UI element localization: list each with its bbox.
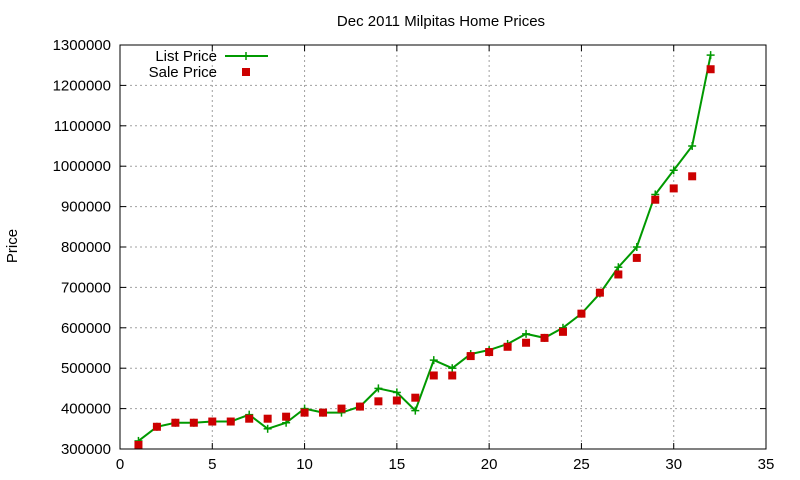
grid <box>120 45 766 449</box>
data-point-sale-price <box>614 270 623 279</box>
y-tick-label: 1200000 <box>53 77 111 94</box>
data-point-sale-price <box>706 65 715 74</box>
x-tick-label: 0 <box>116 456 124 473</box>
y-tick-label: 700000 <box>61 279 111 296</box>
y-tick-label: 1000000 <box>53 158 111 175</box>
data-point-sale-price <box>171 418 180 427</box>
data-point-sale-price <box>152 422 161 431</box>
data-point-sale-price <box>540 333 549 342</box>
y-tick-label: 400000 <box>61 401 111 418</box>
data-point-list-price <box>411 406 420 415</box>
x-tick-label: 25 <box>573 456 590 473</box>
y-tick-label: 500000 <box>61 360 111 377</box>
y-tick-label: 600000 <box>61 320 111 337</box>
data-point-sale-price <box>558 327 567 336</box>
data-point-sale-price <box>669 184 678 193</box>
plot-frame <box>119 44 767 450</box>
series-line-list-price <box>137 54 712 442</box>
data-point-sale-price <box>577 309 586 318</box>
y-tick-label: 1300000 <box>53 37 111 54</box>
x-tick-label: 15 <box>389 456 406 473</box>
data-point-list-price <box>632 243 641 251</box>
data-point-sale-price <box>134 440 143 449</box>
legend-swatch-sale-price <box>242 68 250 76</box>
data-point-sale-price <box>189 418 198 427</box>
x-tick-label: 20 <box>481 456 498 473</box>
data-point-sale-price <box>448 371 457 380</box>
data-point-list-price <box>448 364 457 373</box>
data-point-sale-price <box>485 348 494 357</box>
data-point-list-price <box>374 384 383 393</box>
data-point-list-price <box>614 263 623 272</box>
data-point-sale-price <box>374 397 383 406</box>
data-point-sale-price <box>300 408 309 417</box>
y-tick-label: 800000 <box>61 239 111 256</box>
y-tick-label: 900000 <box>61 199 111 216</box>
data-point-sale-price <box>226 417 235 426</box>
data-point-list-price <box>263 424 272 433</box>
y-tick-label: 300000 <box>61 441 111 458</box>
axis-ticks: 0 5 10 15 20 25 30 35 300000 400000 500000 600000 70… <box>53 37 775 473</box>
data-point-sale-price <box>595 288 604 297</box>
data-point-list-price <box>392 388 401 397</box>
data-point-sale-price <box>429 371 438 380</box>
data-point-sale-price <box>282 412 291 421</box>
data-point-sale-price <box>503 342 512 351</box>
legend: List Price Sale Price <box>149 48 268 81</box>
data-point-list-price <box>522 329 531 338</box>
x-tick-label: 5 <box>208 456 216 473</box>
data-point-sale-price <box>263 414 272 423</box>
data-point-sale-price <box>651 195 660 204</box>
y-axis-label: Price <box>4 229 21 263</box>
data-point-list-price <box>688 142 697 150</box>
legend-label-list-price: List Price <box>155 48 217 65</box>
legend-swatch-list-price-marker <box>242 52 250 60</box>
x-tick-label: 35 <box>758 456 775 473</box>
series-layer <box>134 51 715 449</box>
legend-label-sale-price: Sale Price <box>149 64 217 81</box>
series-1 <box>134 65 715 449</box>
data-point-sale-price <box>355 402 364 411</box>
series-0 <box>134 51 715 445</box>
data-point-sale-price <box>632 253 641 262</box>
data-point-sale-price <box>688 172 697 181</box>
y-tick-label: 1100000 <box>54 118 111 135</box>
data-point-sale-price <box>245 414 254 423</box>
data-point-sale-price <box>466 352 475 361</box>
data-point-list-price <box>706 51 715 60</box>
chart-title: Dec 2011 Milpitas Home Prices <box>337 13 545 30</box>
data-point-sale-price <box>411 393 420 402</box>
data-point-sale-price <box>522 338 531 347</box>
x-tick-label: 10 <box>296 456 313 473</box>
data-point-list-price <box>669 166 678 175</box>
data-point-sale-price <box>392 396 401 405</box>
x-tick-label: 30 <box>665 456 682 473</box>
data-point-sale-price <box>319 408 328 417</box>
data-point-list-price <box>429 356 438 365</box>
data-point-sale-price <box>208 417 217 426</box>
data-point-sale-price <box>337 404 346 413</box>
